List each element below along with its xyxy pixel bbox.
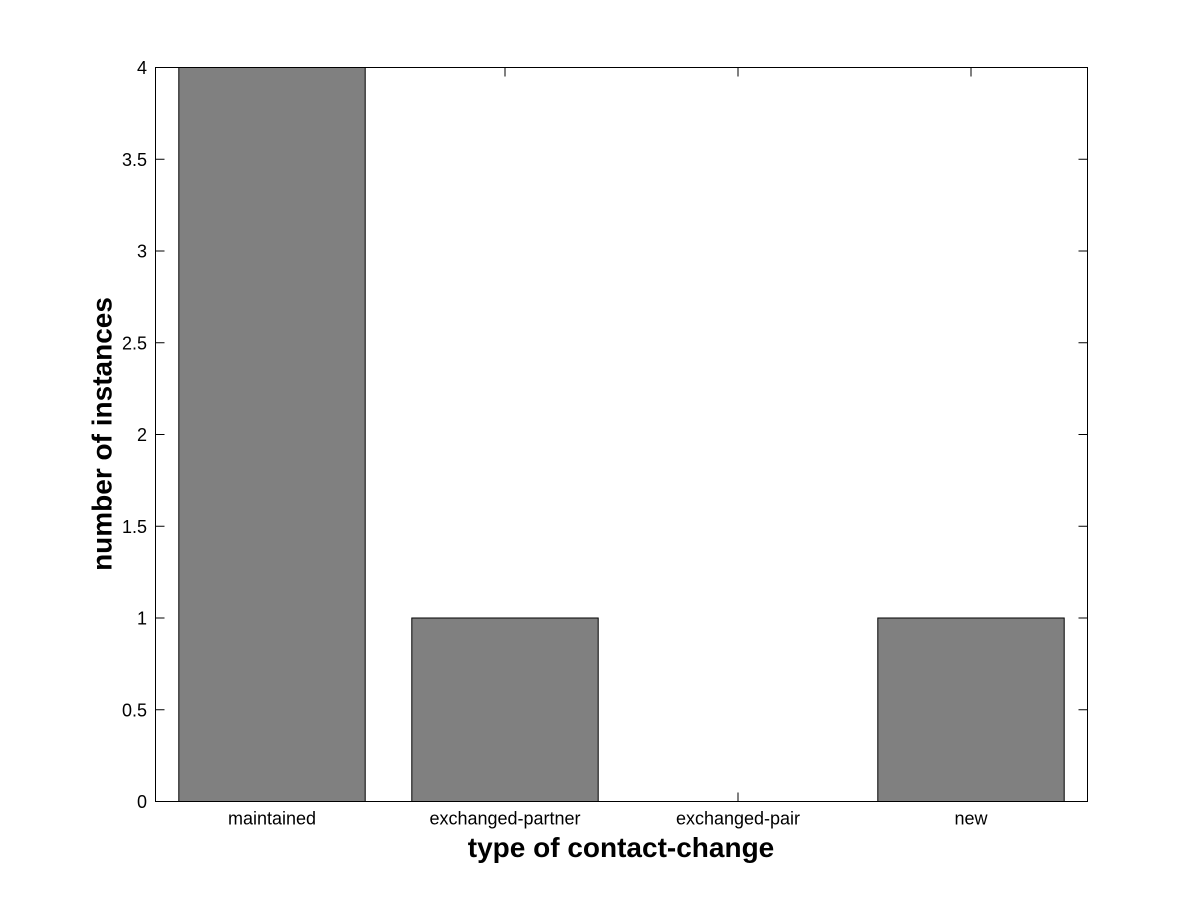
- x-axis-label: type of contact-change: [467, 832, 775, 863]
- y-tick-label: 2: [137, 425, 147, 445]
- y-tick-label: 3.5: [122, 150, 147, 170]
- y-tick-label: 2.5: [122, 333, 147, 353]
- y-axis-label: number of instances: [86, 297, 118, 571]
- bar: [411, 617, 599, 802]
- bar: [877, 617, 1065, 802]
- x-tick-label: exchanged-partner: [429, 809, 580, 829]
- bar: [178, 67, 366, 802]
- y-tick-label: 1.5: [122, 517, 147, 537]
- axes-box: [155, 67, 1088, 802]
- y-tick-label: 3: [137, 242, 147, 262]
- x-tick-label: exchanged-pair: [676, 809, 800, 829]
- x-tick-label: maintained: [228, 809, 316, 829]
- y-tick-label: 4: [137, 58, 147, 78]
- x-tick-label: new: [954, 809, 988, 829]
- y-tick-label: 0.5: [122, 700, 147, 720]
- y-tick-label: 1: [137, 609, 147, 629]
- y-tick-label: 0: [137, 792, 147, 812]
